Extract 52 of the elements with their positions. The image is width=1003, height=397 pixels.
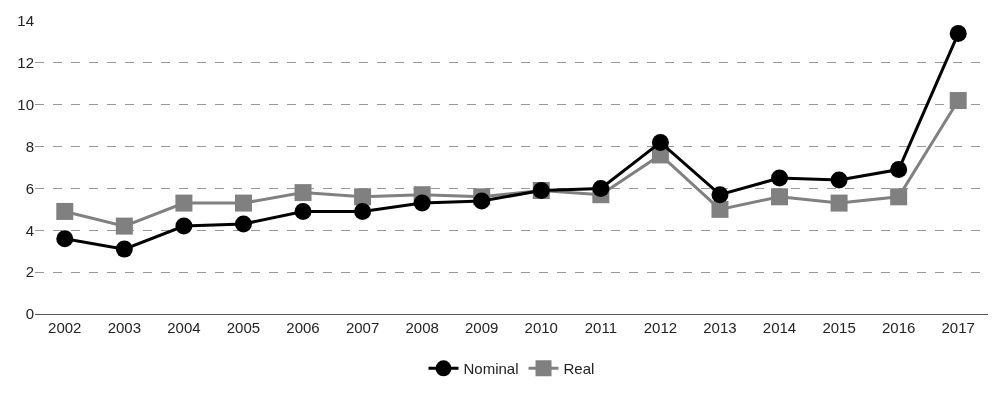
x-tick-label: 2002 xyxy=(48,319,82,336)
x-tick-label: 2008 xyxy=(405,319,439,336)
point xyxy=(711,200,729,218)
x-tick-label: 2009 xyxy=(465,319,499,336)
x-tick-label: 2013 xyxy=(703,319,737,336)
point xyxy=(234,194,252,212)
point xyxy=(949,92,967,110)
point xyxy=(294,184,312,202)
point xyxy=(651,133,669,151)
point xyxy=(413,194,431,212)
point xyxy=(771,169,789,187)
point xyxy=(175,194,193,212)
x-tick-label: 2017 xyxy=(941,319,975,336)
x-tick-label: 2007 xyxy=(345,319,380,336)
point xyxy=(56,230,74,248)
y-tick-label: 10 xyxy=(17,95,34,113)
point xyxy=(890,161,908,179)
point xyxy=(354,188,372,206)
point xyxy=(830,171,848,189)
point xyxy=(711,186,729,204)
x-tick-label: 2006 xyxy=(286,319,320,336)
y-tick-label: 2 xyxy=(25,263,34,281)
point xyxy=(890,188,908,206)
x-tick-label: 2014 xyxy=(762,319,797,336)
y-tick-label: 6 xyxy=(25,179,34,197)
y-tick-label: 4 xyxy=(25,221,34,239)
x-tick-label: 2016 xyxy=(881,319,916,336)
point xyxy=(115,240,133,258)
x-tick-label: 2012 xyxy=(643,319,678,336)
x-tick-label: 2011 xyxy=(584,319,617,336)
point xyxy=(771,188,789,206)
point xyxy=(949,25,967,43)
x-tick-label: 2004 xyxy=(167,319,201,336)
x-tick-label: 2005 xyxy=(226,319,261,336)
point xyxy=(354,202,372,220)
point xyxy=(234,215,252,233)
x-tick-label: 2010 xyxy=(524,319,558,336)
point xyxy=(592,179,610,197)
point xyxy=(175,217,193,235)
point xyxy=(56,202,74,220)
point xyxy=(473,192,491,210)
y-tick-label: 14 xyxy=(17,12,34,30)
legend-label: Real xyxy=(563,360,595,378)
point xyxy=(115,217,133,235)
point xyxy=(830,194,848,212)
y-tick-label: 12 xyxy=(17,54,34,72)
legend-label: Nominal xyxy=(463,360,519,378)
x-tick-label: 2015 xyxy=(822,319,856,336)
y-tick-label: 0 xyxy=(25,305,34,323)
y-tick-label: 8 xyxy=(25,137,34,155)
x-tick-label: 2003 xyxy=(107,319,142,336)
point xyxy=(294,202,312,220)
